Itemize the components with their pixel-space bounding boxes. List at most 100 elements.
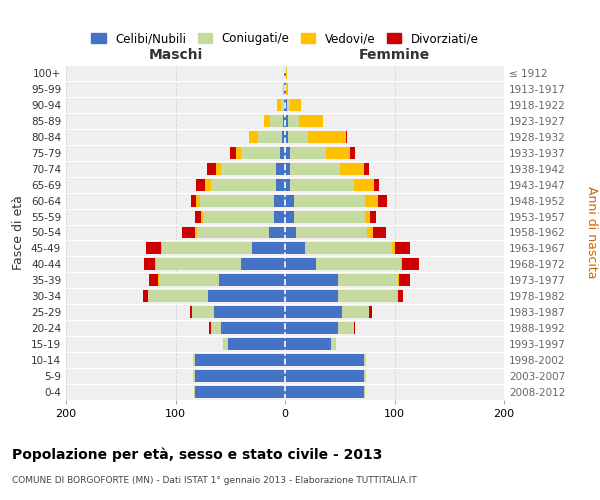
Bar [365, 210, 370, 222]
Bar [308, 131, 346, 143]
Bar [342, 306, 370, 318]
Bar [285, 131, 288, 143]
Text: COMUNE DI BORGOFORTE (MN) - Dati ISTAT 1° gennaio 2013 - Elaborazione TUTTITALIA: COMUNE DI BORGOFORTE (MN) - Dati ISTAT 1… [12, 476, 417, 485]
Bar [281, 99, 284, 111]
Bar [285, 370, 364, 382]
Bar [241, 258, 285, 270]
Bar [354, 322, 355, 334]
Bar [285, 194, 294, 206]
Bar [290, 147, 326, 158]
Bar [285, 274, 338, 286]
Bar [193, 354, 195, 366]
Bar [346, 131, 347, 143]
Bar [286, 83, 288, 95]
Bar [163, 242, 252, 254]
Bar [401, 258, 402, 270]
Bar [190, 306, 192, 318]
Bar [364, 162, 370, 174]
Bar [392, 242, 395, 254]
Bar [285, 386, 364, 398]
Bar [395, 242, 410, 254]
Bar [269, 226, 285, 238]
Bar [305, 242, 392, 254]
Bar [284, 99, 285, 111]
Bar [203, 210, 274, 222]
Bar [285, 290, 338, 302]
Bar [221, 162, 276, 174]
Bar [364, 386, 365, 398]
Bar [200, 194, 274, 206]
Bar [216, 162, 221, 174]
Bar [285, 178, 290, 190]
Bar [285, 306, 342, 318]
Bar [285, 354, 364, 366]
Bar [274, 194, 285, 206]
Bar [211, 322, 221, 334]
Bar [290, 99, 301, 111]
Bar [288, 131, 308, 143]
Bar [249, 131, 257, 143]
Bar [354, 178, 374, 190]
Bar [276, 162, 285, 174]
Bar [195, 210, 200, 222]
Bar [156, 258, 241, 270]
Bar [287, 99, 290, 111]
Bar [285, 162, 290, 174]
Bar [374, 178, 379, 190]
Bar [208, 290, 285, 302]
Bar [373, 226, 386, 238]
Bar [252, 242, 285, 254]
Y-axis label: Fasce di età: Fasce di età [13, 195, 25, 270]
Bar [195, 370, 285, 382]
Bar [365, 194, 378, 206]
Bar [350, 147, 355, 158]
Bar [338, 274, 398, 286]
Bar [205, 178, 211, 190]
Bar [288, 115, 299, 127]
Bar [285, 242, 305, 254]
Bar [283, 115, 285, 127]
Bar [280, 147, 285, 158]
Bar [277, 99, 281, 111]
Bar [149, 274, 158, 286]
Text: Femmine: Femmine [359, 48, 430, 62]
Bar [294, 210, 365, 222]
Bar [148, 290, 208, 302]
Bar [196, 194, 200, 206]
Bar [209, 322, 211, 334]
Bar [241, 147, 280, 158]
Bar [285, 147, 290, 158]
Bar [331, 338, 337, 350]
Bar [214, 306, 285, 318]
Bar [200, 210, 203, 222]
Bar [146, 242, 161, 254]
Bar [158, 274, 159, 286]
Bar [221, 322, 285, 334]
Bar [143, 290, 148, 302]
Bar [370, 210, 376, 222]
Bar [211, 178, 276, 190]
Bar [285, 322, 338, 334]
Bar [378, 194, 387, 206]
Bar [191, 194, 196, 206]
Bar [338, 290, 398, 302]
Bar [285, 115, 288, 127]
Bar [197, 226, 269, 238]
Bar [402, 258, 419, 270]
Bar [194, 386, 195, 398]
Bar [285, 258, 316, 270]
Bar [338, 322, 354, 334]
Bar [228, 338, 285, 350]
Bar [144, 258, 155, 270]
Bar [370, 306, 371, 318]
Bar [398, 290, 403, 302]
Bar [285, 67, 286, 79]
Bar [285, 99, 287, 111]
Bar [316, 258, 401, 270]
Bar [193, 370, 195, 382]
Bar [269, 115, 283, 127]
Bar [274, 210, 285, 222]
Bar [399, 274, 410, 286]
Bar [326, 147, 350, 158]
Bar [364, 370, 366, 382]
